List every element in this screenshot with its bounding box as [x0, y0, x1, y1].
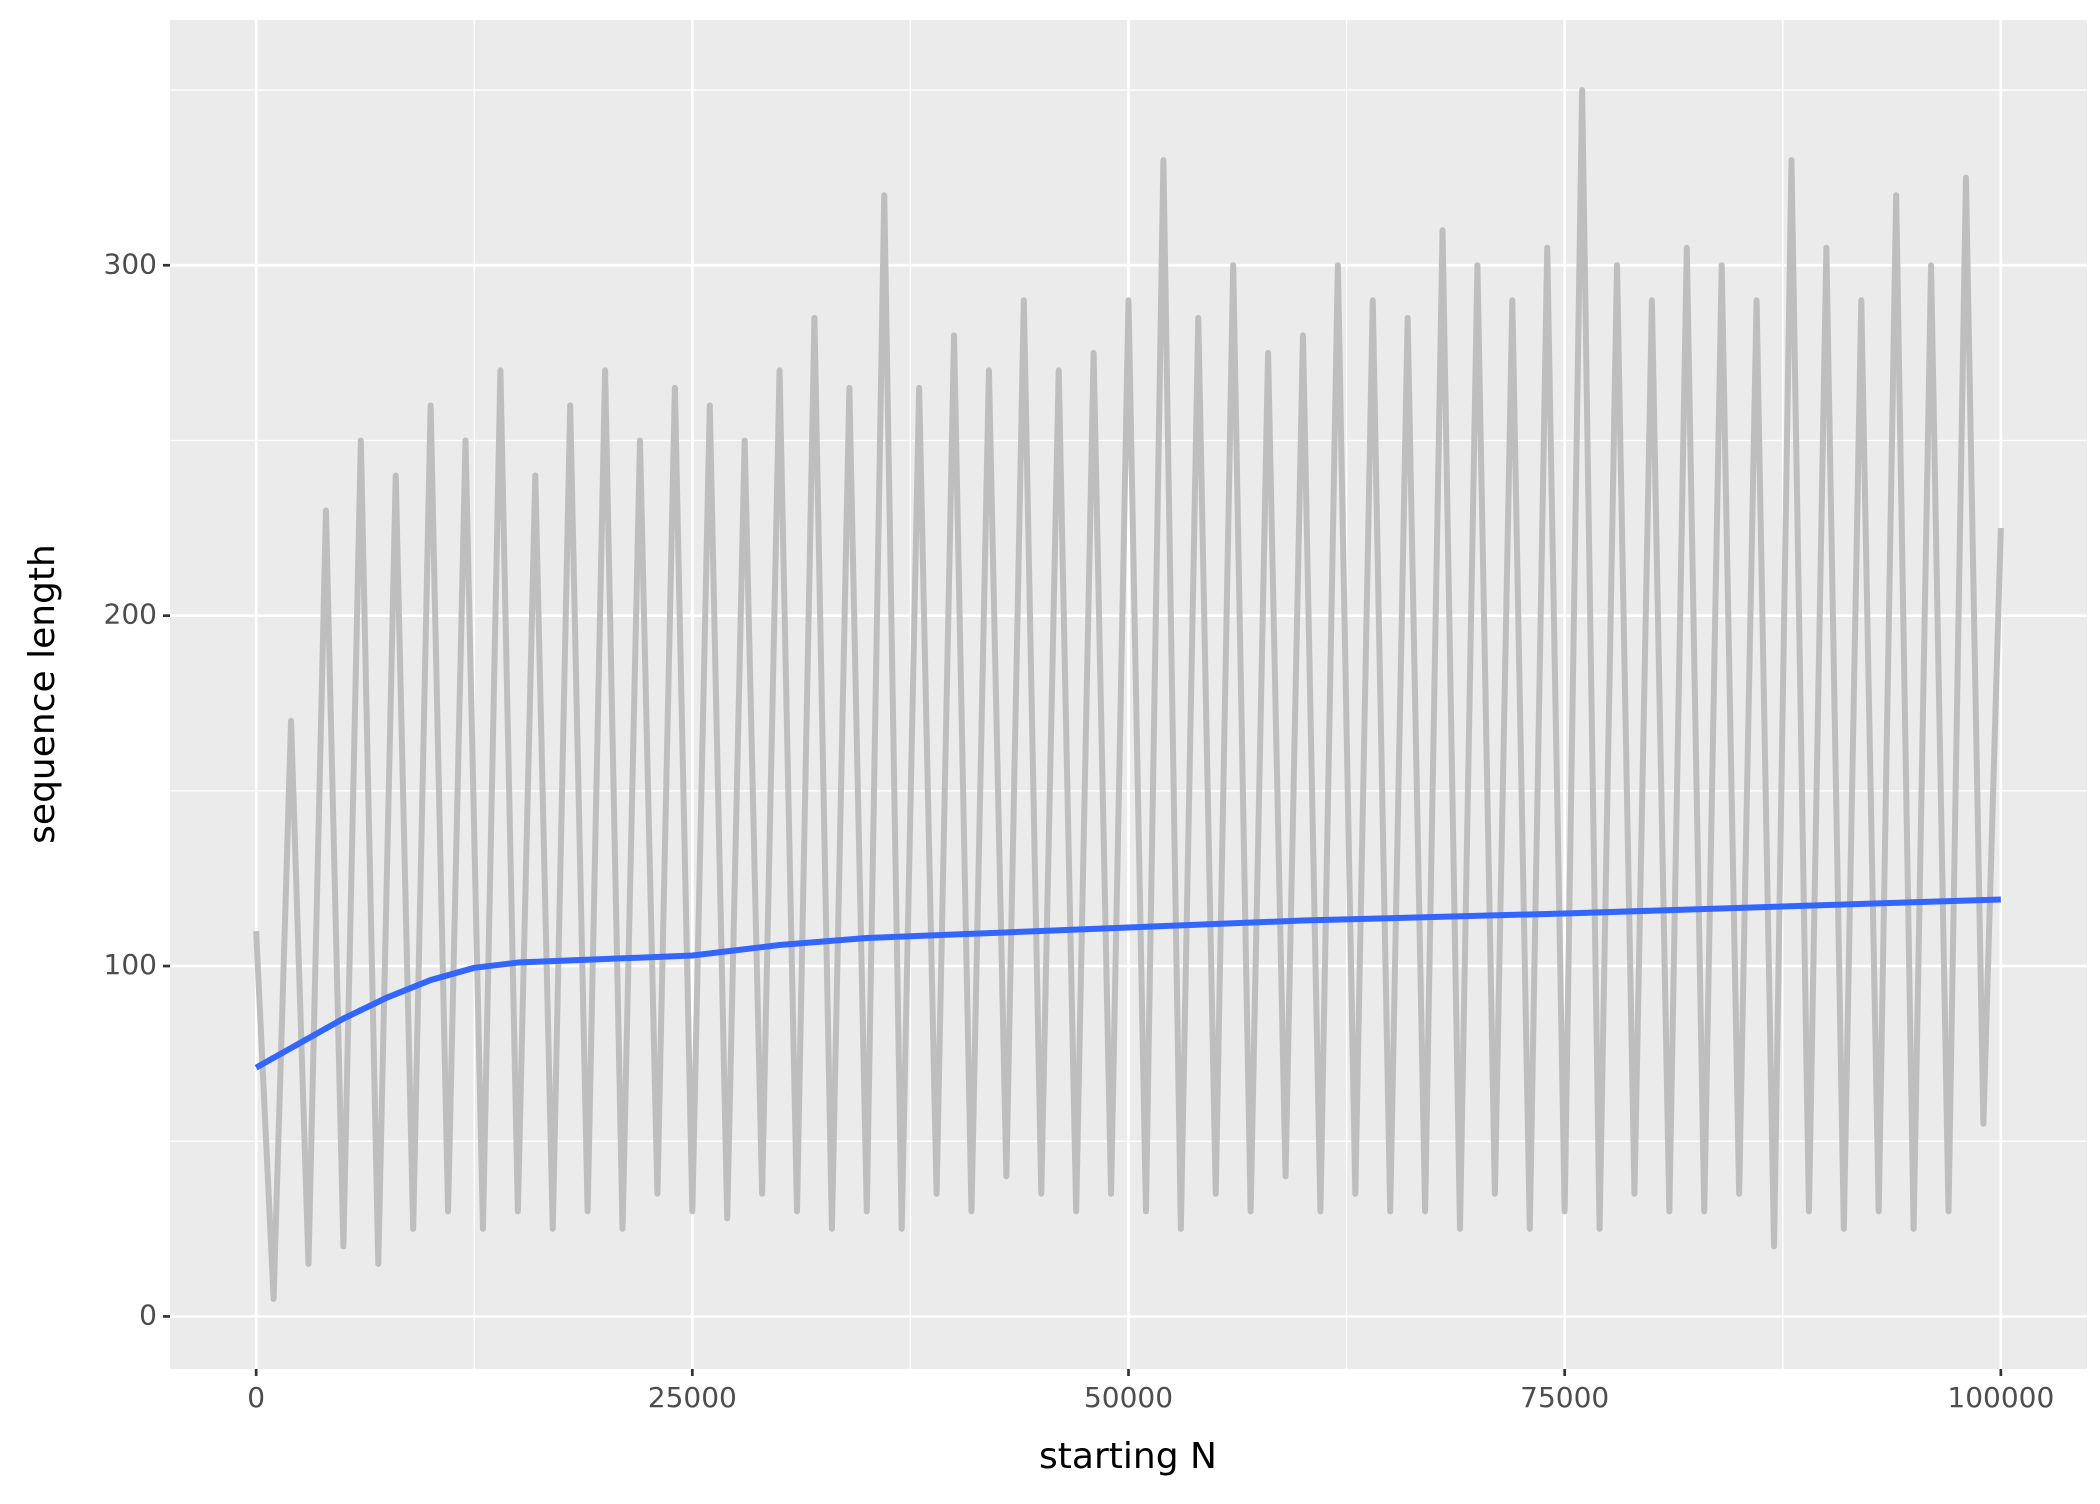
y-tick-label: 0: [139, 1298, 157, 1331]
plot-area: [253, 87, 2004, 1302]
y-tick-label: 300: [104, 247, 157, 280]
y-axis-title: sequence length: [22, 544, 63, 844]
x-tick-label: 50000: [1084, 1381, 1173, 1414]
x-tick-label: 25000: [648, 1381, 737, 1414]
axes: 0 100 200 300 0 25000 50000 75000 100000: [104, 247, 2055, 1414]
x-axis-title: starting N: [1039, 1436, 1217, 1477]
x-tick-label: 100000: [1947, 1381, 2054, 1414]
x-tick-label: 0: [247, 1381, 265, 1414]
data-line: [253, 87, 2004, 1302]
x-tick-label: 75000: [1520, 1381, 1609, 1414]
smooth-line: [254, 896, 2001, 1071]
y-tick-label: 200: [104, 598, 157, 631]
y-tick-label: 100: [104, 948, 157, 981]
